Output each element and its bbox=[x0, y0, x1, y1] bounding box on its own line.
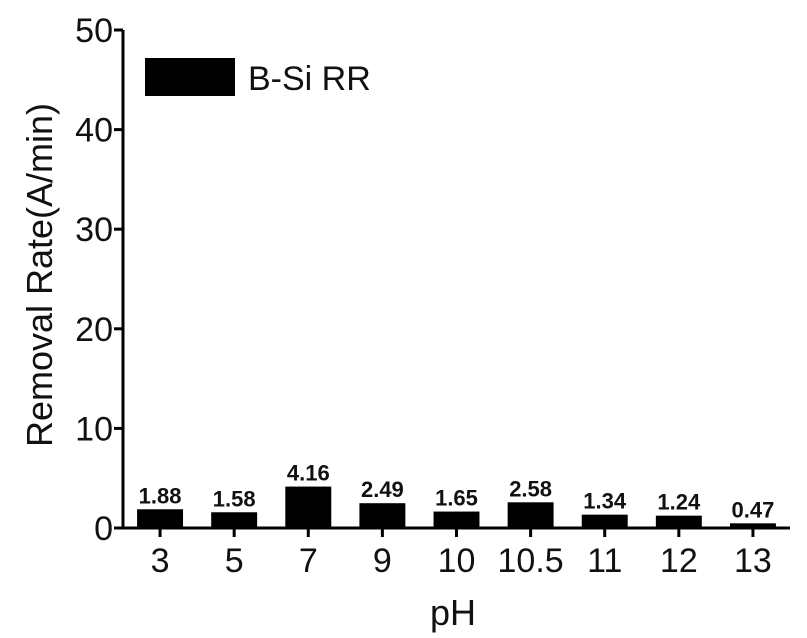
bar bbox=[359, 503, 405, 528]
x-tick-label: 10 bbox=[438, 542, 476, 580]
bar-value-label: 1.88 bbox=[139, 483, 182, 508]
bar-value-label: 2.58 bbox=[509, 476, 552, 501]
y-tick-label: 0 bbox=[94, 510, 113, 548]
y-axis: 0 10 20 30 40 50 bbox=[75, 12, 123, 548]
bar-value-label: 1.34 bbox=[583, 489, 627, 514]
y-tick-label: 50 bbox=[75, 12, 113, 50]
bar-value-label: 0.47 bbox=[732, 497, 775, 522]
x-tick-label: 11 bbox=[587, 542, 622, 580]
bar bbox=[434, 512, 480, 528]
bar bbox=[508, 502, 554, 528]
legend-label: B-Si RR bbox=[248, 60, 371, 98]
y-tick-label: 30 bbox=[75, 211, 113, 249]
bar bbox=[730, 523, 776, 528]
bar bbox=[285, 487, 331, 528]
x-tick-label: 10.5 bbox=[498, 542, 564, 580]
bar bbox=[211, 512, 257, 528]
y-axis-title: Removal Rate(A/min) bbox=[19, 103, 60, 447]
x-tick-label: 12 bbox=[660, 542, 698, 580]
x-axis-title: pH bbox=[430, 592, 476, 633]
bar bbox=[582, 515, 628, 528]
plot-frame bbox=[123, 30, 790, 528]
x-axis: 3 5 7 9 10 10.5 11 12 13 bbox=[151, 528, 772, 580]
legend: B-Si RR bbox=[145, 58, 371, 98]
y-tick-label: 40 bbox=[75, 112, 113, 150]
bar-value-label: 1.24 bbox=[657, 490, 701, 515]
bar-value-label: 1.65 bbox=[435, 486, 478, 511]
bar bbox=[656, 516, 702, 528]
legend-swatch bbox=[145, 58, 235, 96]
bar-value-label: 2.49 bbox=[361, 477, 404, 502]
x-tick-label: 5 bbox=[225, 542, 244, 580]
y-tick-label: 20 bbox=[75, 311, 113, 349]
y-tick-label: 10 bbox=[75, 410, 113, 448]
x-tick-label: 9 bbox=[373, 542, 392, 580]
bar-value-label: 4.16 bbox=[287, 461, 330, 486]
x-tick-label: 13 bbox=[734, 542, 772, 580]
bar bbox=[137, 509, 183, 528]
bar-value-label: 1.58 bbox=[213, 486, 256, 511]
x-tick-label: 3 bbox=[151, 542, 170, 580]
x-tick-label: 7 bbox=[299, 542, 318, 580]
